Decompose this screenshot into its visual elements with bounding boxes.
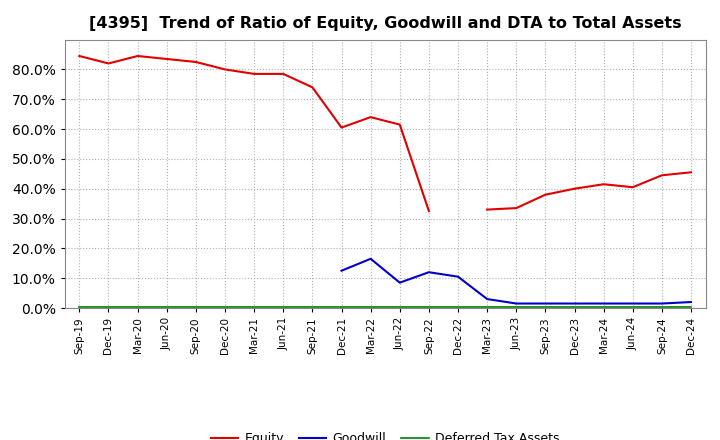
Deferred Tax Assets	[104, 304, 113, 310]
Equity	[425, 209, 433, 214]
Deferred Tax Assets	[192, 304, 200, 310]
Deferred Tax Assets	[366, 304, 375, 310]
Deferred Tax Assets	[337, 304, 346, 310]
Equity	[75, 53, 84, 59]
Deferred Tax Assets	[250, 304, 258, 310]
Equity	[337, 125, 346, 130]
Deferred Tax Assets	[629, 304, 637, 310]
Equity	[366, 114, 375, 120]
Goodwill	[395, 280, 404, 285]
Deferred Tax Assets	[279, 304, 287, 310]
Goodwill	[570, 301, 579, 306]
Equity	[250, 71, 258, 77]
Deferred Tax Assets	[163, 304, 171, 310]
Deferred Tax Assets	[512, 304, 521, 310]
Goodwill	[425, 270, 433, 275]
Goodwill	[541, 301, 550, 306]
Goodwill	[599, 301, 608, 306]
Goodwill	[337, 268, 346, 273]
Title: [4395]  Trend of Ratio of Equity, Goodwill and DTA to Total Assets: [4395] Trend of Ratio of Equity, Goodwil…	[89, 16, 682, 32]
Deferred Tax Assets	[395, 304, 404, 310]
Deferred Tax Assets	[657, 304, 666, 310]
Legend: Equity, Goodwill, Deferred Tax Assets: Equity, Goodwill, Deferred Tax Assets	[206, 427, 564, 440]
Equity	[395, 122, 404, 127]
Deferred Tax Assets	[454, 304, 462, 310]
Deferred Tax Assets	[308, 304, 317, 310]
Deferred Tax Assets	[483, 304, 492, 310]
Deferred Tax Assets	[425, 304, 433, 310]
Goodwill	[687, 299, 696, 304]
Equity	[220, 67, 229, 72]
Deferred Tax Assets	[133, 304, 142, 310]
Line: Goodwill: Goodwill	[341, 259, 691, 304]
Equity	[279, 71, 287, 77]
Line: Equity: Equity	[79, 56, 429, 211]
Deferred Tax Assets	[541, 304, 550, 310]
Equity	[133, 53, 142, 59]
Equity	[192, 59, 200, 65]
Equity	[104, 61, 113, 66]
Deferred Tax Assets	[599, 304, 608, 310]
Goodwill	[657, 301, 666, 306]
Deferred Tax Assets	[75, 304, 84, 310]
Deferred Tax Assets	[687, 304, 696, 310]
Goodwill	[512, 301, 521, 306]
Goodwill	[454, 274, 462, 279]
Deferred Tax Assets	[220, 304, 229, 310]
Equity	[308, 84, 317, 90]
Goodwill	[366, 256, 375, 261]
Equity	[163, 56, 171, 62]
Goodwill	[629, 301, 637, 306]
Goodwill	[483, 297, 492, 302]
Deferred Tax Assets	[570, 304, 579, 310]
